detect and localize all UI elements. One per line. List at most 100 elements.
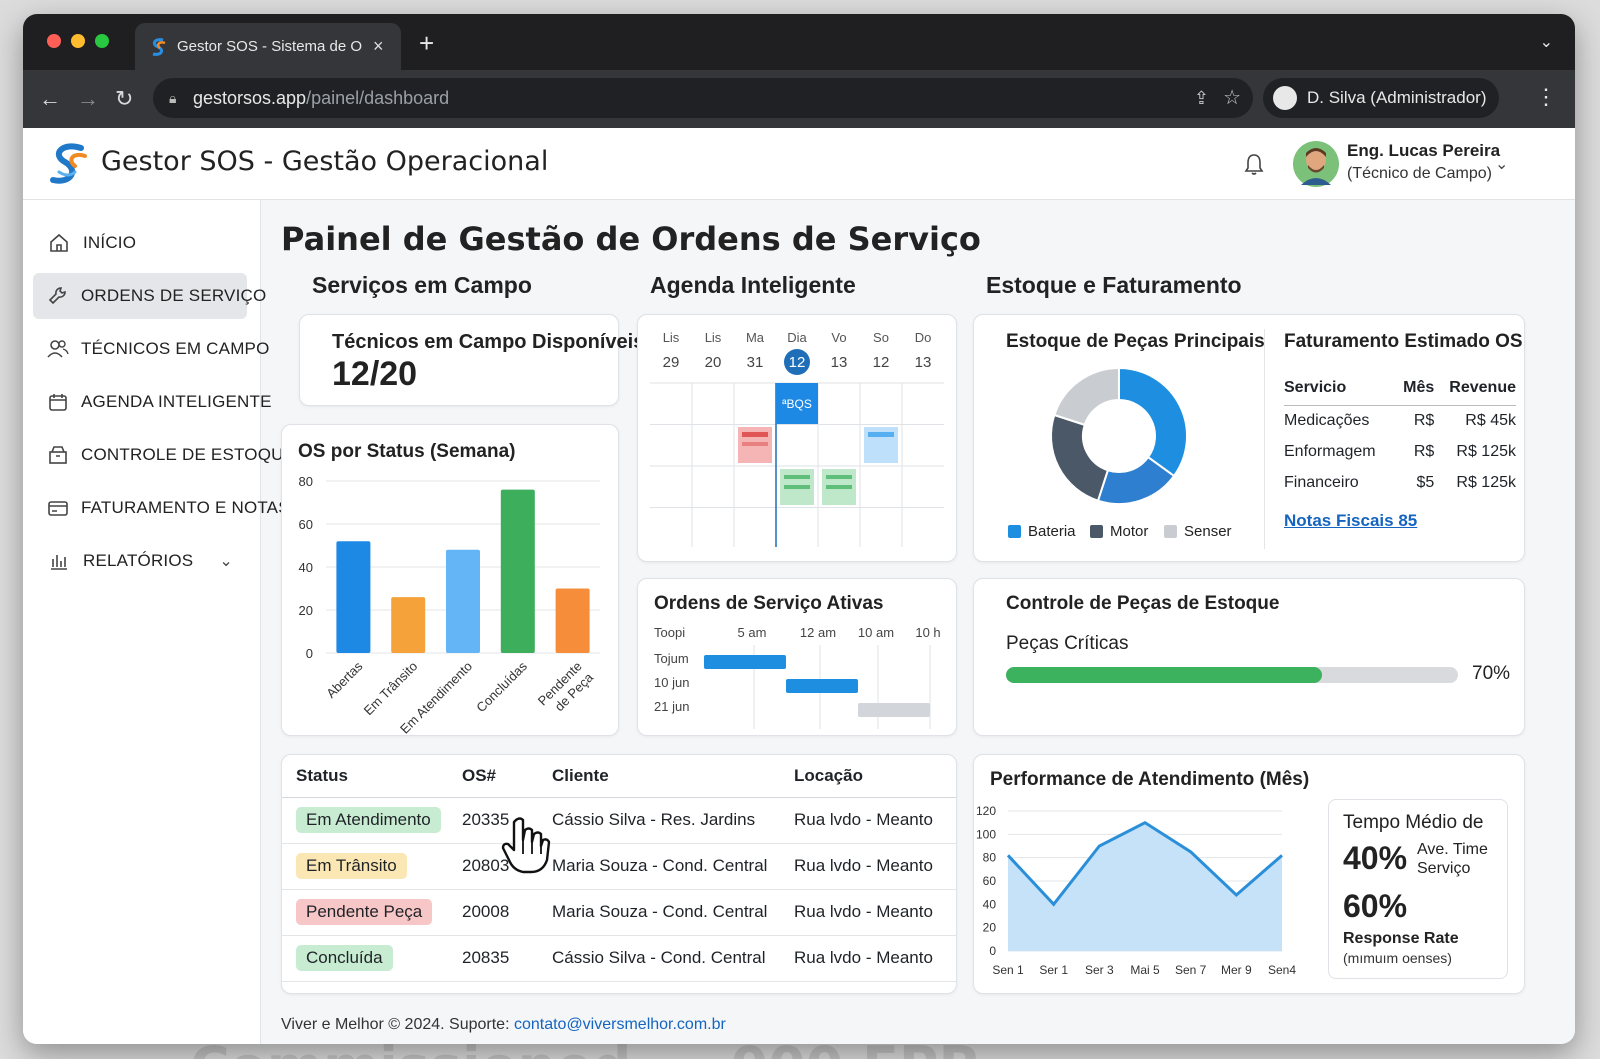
gantt-header: Toopi [654, 625, 685, 640]
y-tick-label: 60 [299, 517, 313, 532]
sidebar-item-inicio[interactable]: INÍCIO [33, 220, 247, 266]
sidebar-item-label: FATURAMENTO E NOTAS [81, 498, 290, 517]
sidebar-item-tecnicos[interactable]: TÉCNICOS EM CAMPO [33, 326, 269, 372]
faturamento-cell: R$ 125k [1456, 473, 1516, 491]
status-cell: Em Atendimento [282, 797, 448, 844]
url-domain: gestorsos.app [193, 88, 307, 108]
response-label: Response Rate [1343, 930, 1459, 947]
status-cell: Concluída [282, 935, 448, 982]
tempo-label: Tempo Médio de [1343, 812, 1484, 833]
calendar-grid[interactable]: Lis 29 Lis 20 Ma 31 Dia 12 Vo 13 So 12 Do 13 ªBQS [638, 315, 958, 563]
calendar-day-number[interactable]: 29 [663, 354, 680, 371]
ordens-table: Status OS# Cliente Locação Em Atendiment… [282, 755, 956, 982]
calendar-day-number[interactable]: 31 [747, 354, 764, 371]
main-content: Painel de Gestão de Ordens de Serviço Se… [261, 200, 1575, 1044]
today-marker[interactable] [784, 349, 810, 375]
sidebar-item-agenda[interactable]: AGENDA INTELIGENTE [33, 379, 271, 425]
x-tick-label: Sen 1 [992, 963, 1024, 977]
minimize-window-button[interactable] [71, 34, 85, 48]
y-tick-label: 0 [989, 944, 996, 958]
calendar-day-number[interactable]: 13 [915, 354, 932, 371]
gantt-time-label: 10 am [858, 625, 894, 640]
donut-slice [1053, 366, 1120, 427]
gantt-bar[interactable] [786, 679, 858, 693]
calendar-event-label: ªBQS [782, 397, 812, 411]
x-tick-label: Mer 9 [1221, 963, 1252, 977]
calendar-card: Lis 29 Lis 20 Ma 31 Dia 12 Vo 13 So 12 Do 13 ªBQS [637, 314, 957, 562]
calendar-day-number[interactable]: 20 [705, 354, 722, 371]
tab-menu-chevron-icon[interactable]: ⌄ [1539, 34, 1553, 51]
chevron-down-icon[interactable]: ⌄ [219, 553, 233, 570]
legend-label: Bateria [1028, 523, 1076, 540]
table-row[interactable]: Em Atendimento 20335 Cássio Silva - Res. J… [282, 797, 956, 844]
notas-fiscais-link[interactable]: Notas Fiscais 85 [1284, 511, 1418, 530]
table-row[interactable]: Concluída 20835 Cássio Silva - Cond. Centr… [282, 935, 956, 982]
y-tick-label: 40 [299, 560, 313, 575]
y-tick-label: 60 [983, 874, 997, 888]
y-tick-label: 0 [306, 646, 313, 661]
tempo-value: 40% [1343, 840, 1408, 876]
users-icon [47, 340, 69, 358]
url-field[interactable]: 🔒︎ gestorsos.app/painel/dashboard ⇪ ☆ [153, 78, 1253, 118]
tab-close-icon[interactable]: × [373, 36, 384, 56]
cliente-cell: Maria Souza - Cond. Central [538, 843, 780, 890]
gantt-bar[interactable] [858, 703, 930, 717]
tempo-medio-box: Tempo Médio de 40% Ave. Time Serviço 60%… [1328, 799, 1508, 979]
faturamento-cell: Medicações [1284, 411, 1370, 429]
col-header: Cliente [538, 755, 780, 798]
y-tick-label: 20 [299, 603, 313, 618]
support-email-link[interactable]: contato@viversmelhor.com.br [513, 1016, 726, 1033]
calendar-day-number[interactable]: 12 [873, 354, 890, 371]
user-menu-chevron-icon[interactable]: ⌄ [1495, 156, 1509, 173]
bookmark-star-icon[interactable]: ☆ [1223, 87, 1241, 109]
browser-menu-icon[interactable]: ⋮ [1535, 84, 1557, 109]
calendar-day-name: Lis [705, 330, 722, 345]
gantt-bar[interactable] [704, 655, 786, 669]
sidebar-item-label: ORDENS DE SERVIÇO [81, 286, 267, 305]
faturamento-table: Servicio Mês Revenue Medicações R$ R$ 45k E… [1284, 371, 1516, 498]
box-icon [49, 446, 67, 464]
calendar-day-name: Dia [787, 330, 807, 345]
x-tick-label: Ser 3 [1085, 963, 1114, 977]
y-tick-label: 20 [983, 921, 997, 935]
share-icon[interactable]: ⇪ [1193, 88, 1209, 108]
calendar-day-number[interactable]: 13 [831, 354, 848, 371]
tecnicos-value: 12/20 [332, 355, 418, 393]
sidebar-item-label: TÉCNICOS EM CAMPO [81, 339, 270, 358]
back-icon[interactable]: ← [39, 86, 61, 111]
legend-swatch [1008, 525, 1021, 538]
calendar-event-blue[interactable] [776, 383, 818, 424]
user-avatar[interactable] [1293, 141, 1339, 187]
sidebar-item-estoque[interactable]: CONTROLE DE ESTOQUE [33, 432, 295, 478]
performance-title: Performance de Atendimento (Mês) [990, 769, 1310, 790]
tempo-sub2: Serviço [1417, 860, 1471, 877]
faturamento-cell: R$ 125k [1456, 442, 1516, 460]
y-tick-label: 120 [976, 804, 996, 818]
reload-icon[interactable]: ↻ [115, 86, 134, 111]
calendar-day-name: Lis [663, 330, 680, 345]
notification-bell-icon[interactable] [1243, 152, 1265, 176]
user-name: Eng. Lucas Pereira [1347, 141, 1501, 160]
table-row[interactable]: Em Trânsito 20803 Maria Souza - Cond. Cent… [282, 843, 956, 890]
faturamento-cell: $5 [1416, 473, 1435, 491]
sidebar-item-faturamento[interactable]: FATURAMENTO E NOTAS [33, 485, 290, 531]
legend-bateria: Bateria [1008, 523, 1076, 540]
calendar-day-number[interactable]: 12 [789, 354, 806, 371]
estoque-faturamento-card: Estoque de Peças Principais Bateria Moto… [973, 314, 1525, 562]
forward-icon[interactable]: → [77, 86, 99, 111]
sidebar-item-relatorios[interactable]: RELATÓRIOS ⌄ [33, 538, 247, 584]
maximize-window-button[interactable] [95, 34, 109, 48]
browser-profile-chip[interactable]: D. Silva (Administrador) [1263, 78, 1499, 118]
sidebar-item-ordens[interactable]: ORDENS DE SERVIÇO [33, 273, 266, 319]
tab-title: Gestor SOS - Sistema de O [177, 38, 363, 55]
new-tab-icon[interactable]: + [419, 28, 435, 58]
browser-tab[interactable]: Gestor SOS - Sistema de O × [135, 23, 401, 70]
close-window-button[interactable] [47, 34, 61, 48]
address-bar: ← → ↻ 🔒︎ gestorsos.app/painel/dashboard … [23, 70, 1575, 128]
donut-slice [1050, 413, 1110, 502]
gantt-row-label: Tojum [654, 651, 689, 666]
app-logo-icon [50, 143, 87, 184]
table-row[interactable]: Pendente Peça 20008 Maria Souza - Cond. Ce… [282, 889, 956, 936]
gantt-time-label: 12 am [800, 625, 836, 640]
